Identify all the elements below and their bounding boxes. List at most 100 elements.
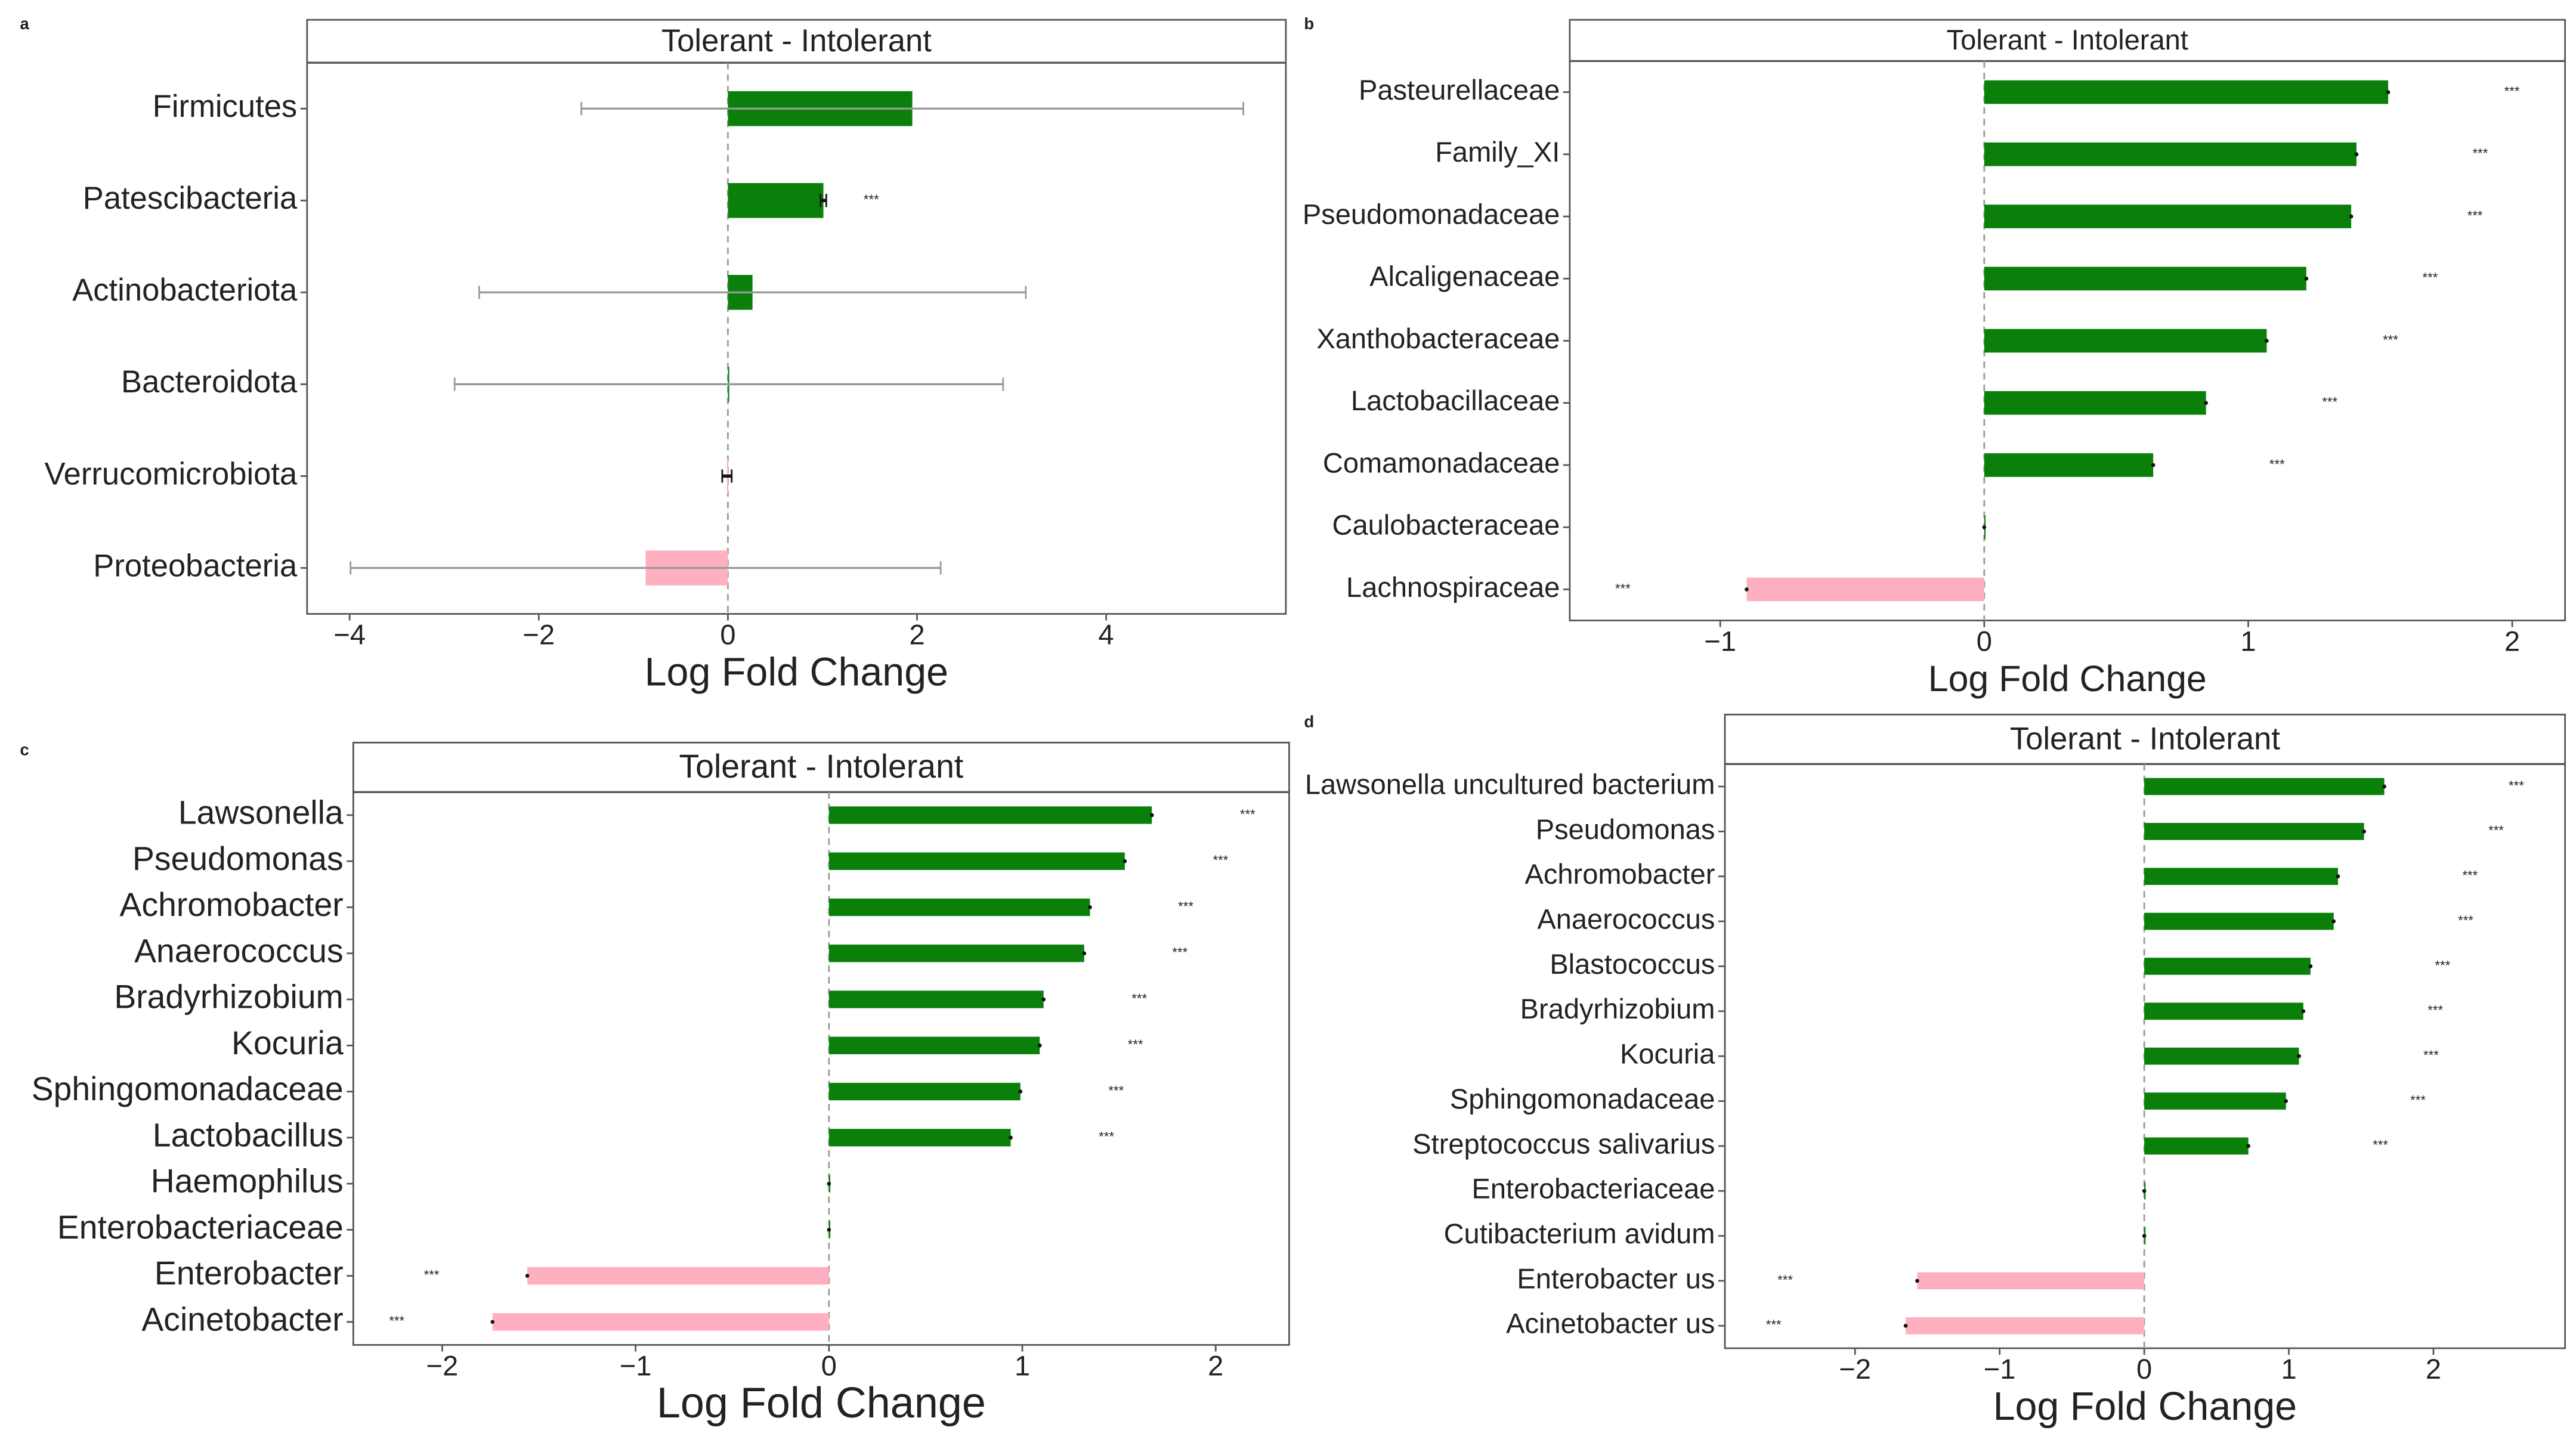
bar-end xyxy=(2349,214,2354,219)
x-axis-label: Log Fold Change xyxy=(657,1379,986,1427)
bar-end xyxy=(1745,587,1749,592)
y-tick-label: Verrucomicrobiota xyxy=(45,456,298,491)
significance-label: *** xyxy=(2410,1092,2426,1107)
y-tick-label: Anaerococcus xyxy=(134,932,344,969)
bar xyxy=(2144,778,2385,795)
bar-end xyxy=(1915,1278,1919,1283)
significance-label: *** xyxy=(2473,146,2488,161)
significance-label: *** xyxy=(2504,83,2520,98)
bar xyxy=(1917,1272,2145,1290)
panel-title: Tolerant - Intolerant xyxy=(679,748,964,785)
significance-label: *** xyxy=(2269,457,2285,472)
x-axis-label: Log Fold Change xyxy=(1928,658,2207,699)
bar-end xyxy=(2354,152,2359,157)
y-tick-label: Enterobacteriaceae xyxy=(1472,1173,1715,1205)
bar-end xyxy=(2297,1054,2301,1058)
bar-end xyxy=(1018,1089,1023,1094)
y-tick-label: Lawsonella xyxy=(178,794,344,831)
x-tick-label: −1 xyxy=(1984,1353,2016,1385)
bar xyxy=(2144,1137,2249,1155)
y-tick-label: Alcaligenaceae xyxy=(1369,261,1560,292)
y-tick-label: Bradyrhizobium xyxy=(1520,993,1715,1024)
y-tick-label: Bradyrhizobium xyxy=(114,979,343,1016)
bar xyxy=(1984,329,2267,353)
significance-label: *** xyxy=(1213,853,1228,868)
bar-end xyxy=(2265,339,2269,343)
x-tick-label: −2 xyxy=(426,1350,459,1382)
bar xyxy=(828,1082,1020,1101)
y-tick-label: Family_XI xyxy=(1435,136,1560,168)
significance-label: *** xyxy=(424,1267,440,1282)
bar xyxy=(492,1313,829,1331)
significance-label: *** xyxy=(864,192,879,207)
y-tick-label: Comamonadaceae xyxy=(1323,447,1560,478)
significance-label: *** xyxy=(2509,778,2524,793)
plot-frame xyxy=(352,741,1290,1346)
bar-end xyxy=(2142,1188,2147,1193)
x-tick-label: 0 xyxy=(1977,626,1992,657)
bar-end xyxy=(827,1181,831,1186)
bar xyxy=(527,1267,829,1285)
y-tick-label: Kocuria xyxy=(231,1024,344,1061)
y-tick-label: Firmicutes xyxy=(153,89,297,124)
panel-label: d xyxy=(1304,712,1314,730)
bar-end xyxy=(1009,1135,1013,1140)
y-tick-label: Enterobacter xyxy=(154,1255,344,1292)
bar-end xyxy=(2301,1009,2306,1014)
y-tick-label: Enterobacteriaceae xyxy=(57,1209,344,1246)
bar-end xyxy=(525,1274,530,1278)
bar-end xyxy=(2151,463,2156,468)
bar-end xyxy=(1088,905,1092,909)
bar-end xyxy=(2204,401,2208,405)
y-tick-label: Proteobacteria xyxy=(93,548,298,583)
plot-frame xyxy=(306,18,1287,615)
x-tick-label: −4 xyxy=(333,619,366,651)
significance-label: *** xyxy=(1099,1129,1114,1144)
y-tick-label: Bacteroidota xyxy=(121,364,298,400)
bar-end xyxy=(1082,951,1087,956)
bar-end xyxy=(2308,964,2313,968)
y-tick-label: Sphingomonadaceae xyxy=(1450,1083,1715,1115)
bar xyxy=(828,1036,1040,1054)
y-tick-label: Acinetobacter us xyxy=(1506,1308,1715,1339)
panel-title: Tolerant - Intolerant xyxy=(661,23,932,58)
y-tick-label: Achromobacter xyxy=(1524,858,1715,890)
y-tick-label: Pasteurellaceae xyxy=(1359,74,1560,106)
bar xyxy=(2144,823,2364,840)
bar-end xyxy=(1037,1043,1042,1048)
bar-end xyxy=(2304,276,2309,281)
significance-label: *** xyxy=(2435,958,2450,973)
y-tick-label: Patescibacteria xyxy=(83,181,298,216)
significance-label: *** xyxy=(1131,991,1147,1006)
bar xyxy=(828,990,1044,1008)
y-tick-label: Acinetobacter xyxy=(141,1301,343,1338)
bar-end xyxy=(1149,813,1154,818)
y-tick-label: Blastococcus xyxy=(1550,948,1715,980)
significance-label: *** xyxy=(1178,899,1193,914)
significance-label: *** xyxy=(1172,945,1188,960)
bar-end xyxy=(2142,1234,2147,1238)
bar xyxy=(2144,1092,2286,1110)
bar xyxy=(828,898,1090,917)
bar xyxy=(1906,1317,2145,1335)
x-tick-label: 2 xyxy=(1208,1350,1223,1382)
x-tick-label: 1 xyxy=(2281,1353,2296,1385)
bar-end xyxy=(2331,919,2336,924)
bar-end xyxy=(2362,829,2366,834)
bar-end xyxy=(1041,997,1046,1002)
y-tick-label: Cutibacterium avidum xyxy=(1444,1218,1715,1249)
y-tick-label: Lactobacillus xyxy=(153,1116,344,1153)
significance-label: *** xyxy=(1128,1037,1143,1052)
y-tick-label: Caulobacteraceae xyxy=(1332,509,1560,541)
bar-end xyxy=(1903,1323,1908,1328)
panel-title: Tolerant - Intolerant xyxy=(1947,24,2188,55)
bar xyxy=(2144,912,2334,930)
bar xyxy=(1746,577,1984,602)
significance-label: *** xyxy=(389,1314,404,1329)
significance-label: *** xyxy=(1108,1083,1124,1098)
bar xyxy=(2144,868,2338,886)
bar xyxy=(728,182,824,218)
y-tick-label: Xanthobacteraceae xyxy=(1316,323,1560,354)
bar-end xyxy=(1122,859,1127,863)
